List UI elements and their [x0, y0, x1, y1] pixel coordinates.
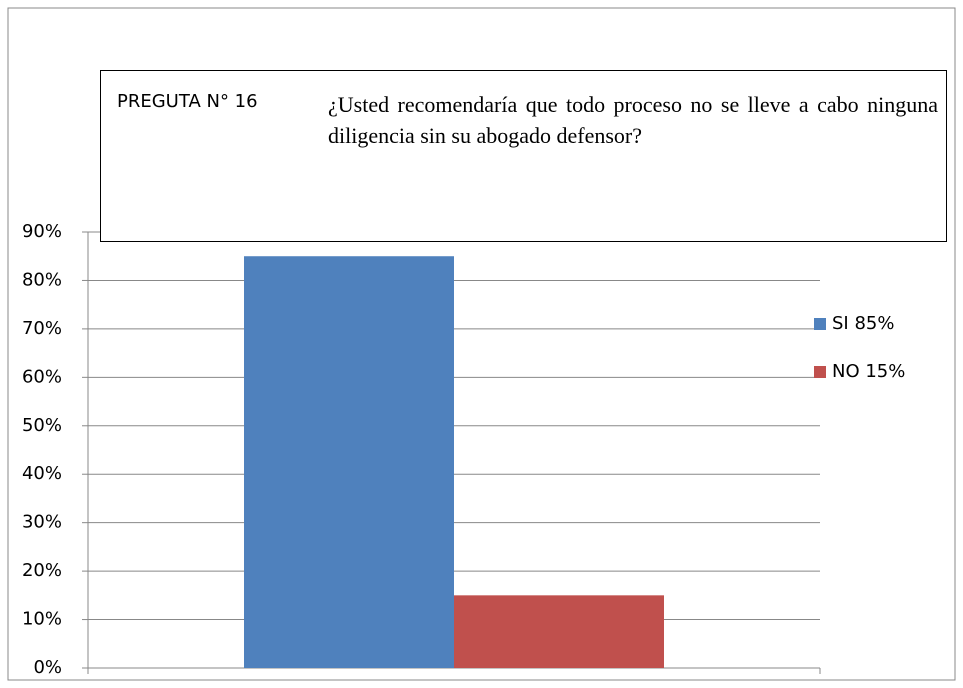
y-tick-label: 20% [22, 560, 62, 581]
y-tick-label: 0% [33, 657, 62, 678]
y-tick-label: 30% [22, 512, 62, 533]
title-box: PREGUTA N° 16 ¿Usted recomendaría que to… [100, 70, 947, 242]
legend-swatch [814, 318, 826, 330]
chart-subtitle: ¿Usted recomendaría que todo proceso no … [328, 92, 938, 148]
bar [244, 256, 454, 668]
y-tick-label: 50% [22, 415, 62, 436]
y-tick-label: 10% [22, 609, 62, 630]
y-tick-label: 40% [22, 463, 62, 484]
legend-label: NO 15% [832, 361, 905, 382]
y-tick-label: 60% [22, 366, 62, 387]
y-tick-label: 80% [22, 269, 62, 290]
bar [454, 595, 664, 668]
legend-swatch [814, 366, 826, 378]
y-tick-label: 70% [22, 318, 62, 339]
chart-title: PREGUTA N° 16 [117, 91, 258, 112]
legend-label: SI 85% [832, 313, 894, 334]
y-tick-label: 90% [22, 221, 62, 242]
